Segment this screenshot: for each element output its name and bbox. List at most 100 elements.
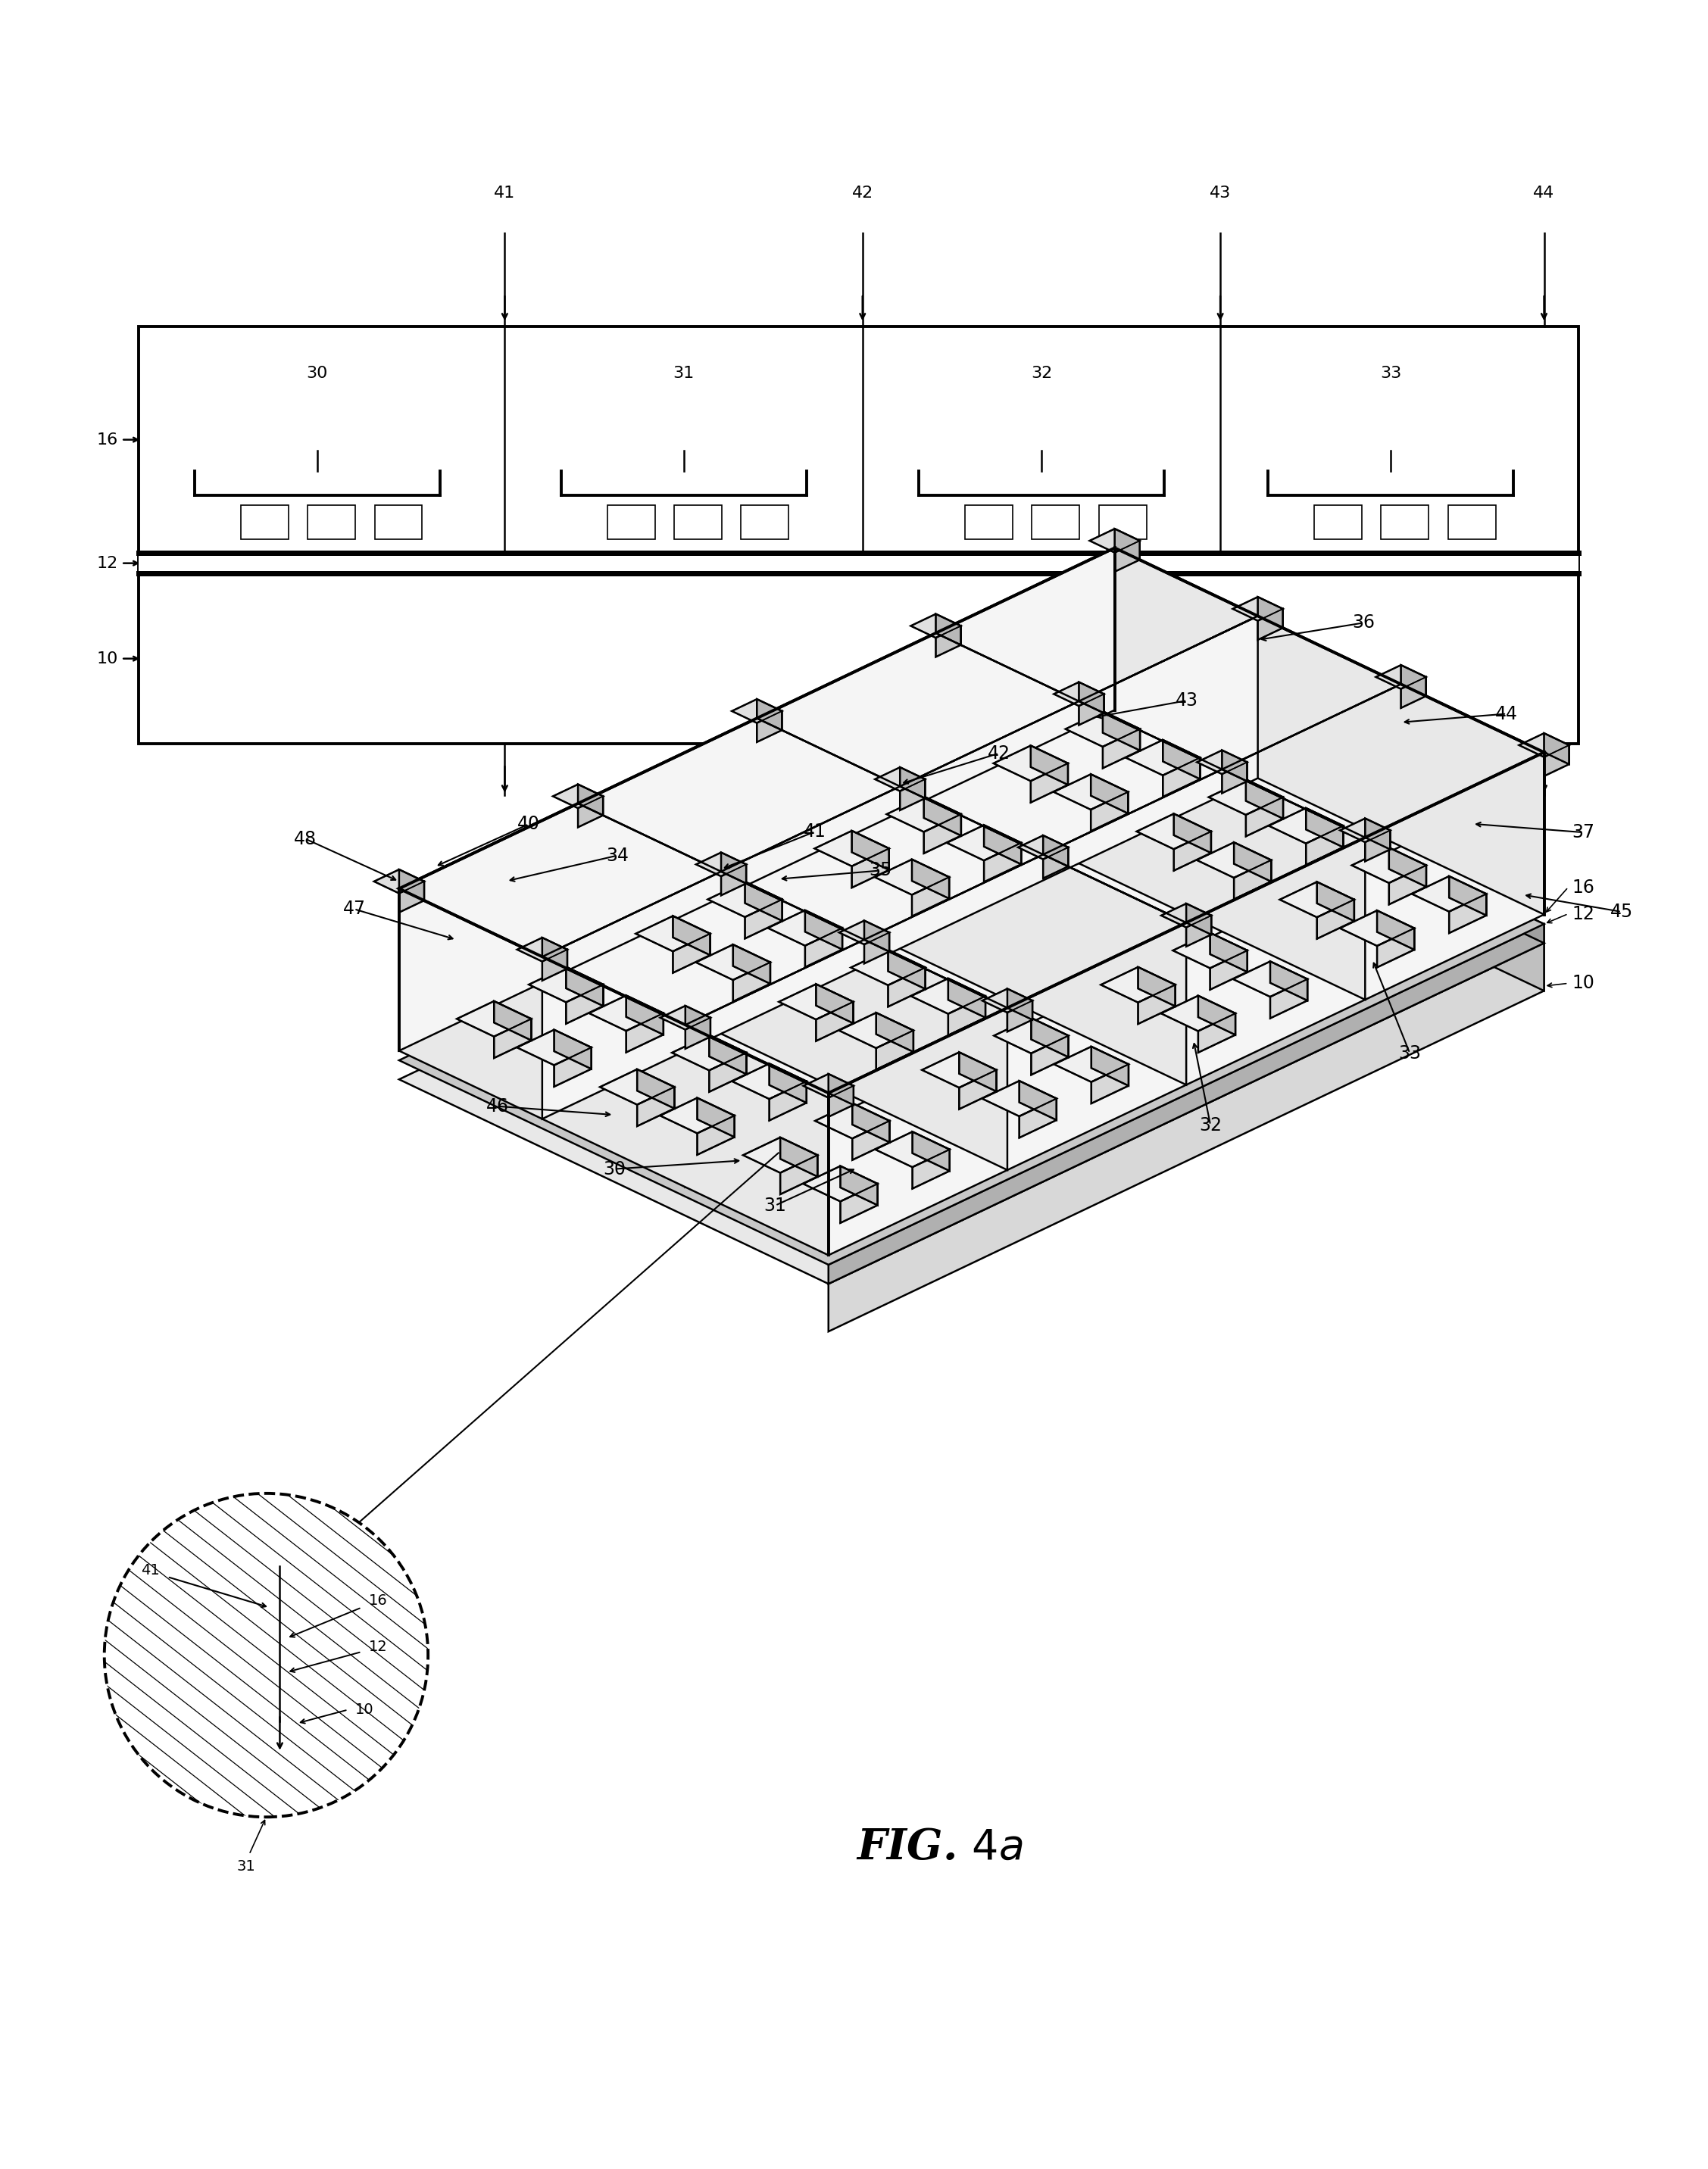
Polygon shape: [1030, 763, 1068, 803]
Text: 40: 40: [518, 816, 540, 833]
Text: 46: 46: [487, 1098, 509, 1115]
Polygon shape: [1103, 711, 1139, 750]
Polygon shape: [1307, 826, 1342, 865]
Polygon shape: [815, 831, 890, 865]
Polygon shape: [733, 963, 770, 1002]
Polygon shape: [565, 967, 603, 1006]
Polygon shape: [1138, 985, 1175, 1024]
Polygon shape: [1008, 989, 1032, 1019]
Text: 31: 31: [236, 1859, 254, 1874]
Polygon shape: [1091, 792, 1127, 831]
Polygon shape: [1032, 505, 1079, 540]
Polygon shape: [494, 1002, 531, 1041]
Polygon shape: [924, 813, 962, 852]
Text: 32: 32: [1199, 1117, 1221, 1134]
Polygon shape: [1163, 740, 1201, 779]
Polygon shape: [982, 989, 1032, 1013]
Polygon shape: [1413, 876, 1486, 911]
Polygon shape: [840, 1184, 878, 1223]
Polygon shape: [1173, 831, 1211, 870]
Text: 33: 33: [1399, 1043, 1421, 1063]
Text: 34: 34: [606, 846, 629, 865]
Polygon shape: [721, 865, 746, 896]
Polygon shape: [864, 920, 890, 952]
Text: 41: 41: [142, 1564, 161, 1577]
Polygon shape: [757, 711, 782, 742]
Polygon shape: [673, 915, 711, 954]
Polygon shape: [1098, 505, 1146, 540]
Polygon shape: [374, 870, 424, 894]
Polygon shape: [707, 881, 782, 917]
Polygon shape: [769, 1063, 806, 1102]
Polygon shape: [685, 1006, 711, 1037]
Polygon shape: [1271, 961, 1307, 1000]
Polygon shape: [874, 768, 926, 792]
Polygon shape: [1448, 876, 1486, 915]
Polygon shape: [1173, 933, 1247, 967]
Polygon shape: [888, 967, 926, 1006]
Polygon shape: [1448, 505, 1496, 540]
Polygon shape: [1377, 928, 1414, 967]
Polygon shape: [1163, 757, 1201, 796]
Polygon shape: [900, 768, 926, 798]
Polygon shape: [946, 824, 1021, 861]
Text: 12: 12: [1571, 904, 1594, 922]
Polygon shape: [839, 1013, 914, 1048]
Polygon shape: [1032, 1035, 1069, 1076]
Text: 31: 31: [763, 1197, 787, 1215]
Polygon shape: [627, 996, 663, 1035]
Polygon shape: [1315, 505, 1361, 540]
Polygon shape: [960, 1052, 996, 1091]
Polygon shape: [1221, 761, 1247, 794]
Polygon shape: [637, 1069, 675, 1108]
Polygon shape: [828, 1074, 854, 1104]
Polygon shape: [852, 831, 890, 870]
Polygon shape: [1245, 798, 1283, 837]
Polygon shape: [1054, 1048, 1129, 1082]
Polygon shape: [1173, 813, 1211, 852]
Polygon shape: [781, 1156, 818, 1195]
Polygon shape: [307, 505, 355, 540]
Polygon shape: [828, 924, 1544, 1284]
Polygon shape: [1257, 596, 1283, 629]
Polygon shape: [600, 1069, 675, 1104]
Polygon shape: [900, 779, 926, 811]
Text: 35: 35: [869, 861, 892, 881]
Polygon shape: [1091, 1048, 1129, 1087]
Polygon shape: [1161, 996, 1235, 1030]
Polygon shape: [659, 1098, 734, 1134]
Polygon shape: [1389, 865, 1426, 904]
Polygon shape: [400, 881, 424, 913]
Polygon shape: [828, 944, 1544, 1332]
Polygon shape: [1257, 609, 1283, 640]
Polygon shape: [936, 614, 962, 644]
Polygon shape: [960, 1069, 996, 1108]
Text: 36: 36: [1353, 614, 1375, 631]
Polygon shape: [741, 505, 789, 540]
Text: 48: 48: [294, 831, 316, 848]
Polygon shape: [1544, 746, 1570, 777]
Polygon shape: [1233, 861, 1271, 900]
Polygon shape: [661, 1006, 711, 1030]
Polygon shape: [1161, 904, 1211, 928]
Polygon shape: [1115, 540, 1139, 573]
Polygon shape: [982, 1080, 1057, 1117]
Polygon shape: [910, 978, 986, 1013]
Text: FIG. $4a$: FIG. $4a$: [856, 1826, 1023, 1868]
Polygon shape: [1020, 1098, 1057, 1139]
Polygon shape: [518, 1030, 591, 1065]
Polygon shape: [1401, 666, 1426, 696]
Polygon shape: [1518, 733, 1570, 757]
Polygon shape: [685, 1017, 711, 1050]
Text: 41: 41: [494, 184, 516, 200]
Polygon shape: [1090, 529, 1139, 553]
Polygon shape: [697, 852, 746, 876]
Text: 16: 16: [97, 432, 118, 447]
Polygon shape: [876, 1030, 914, 1069]
Text: 33: 33: [1380, 367, 1401, 382]
Polygon shape: [1389, 848, 1426, 887]
Polygon shape: [912, 1150, 950, 1189]
Polygon shape: [541, 937, 567, 970]
Polygon shape: [721, 852, 746, 883]
Polygon shape: [851, 950, 926, 985]
